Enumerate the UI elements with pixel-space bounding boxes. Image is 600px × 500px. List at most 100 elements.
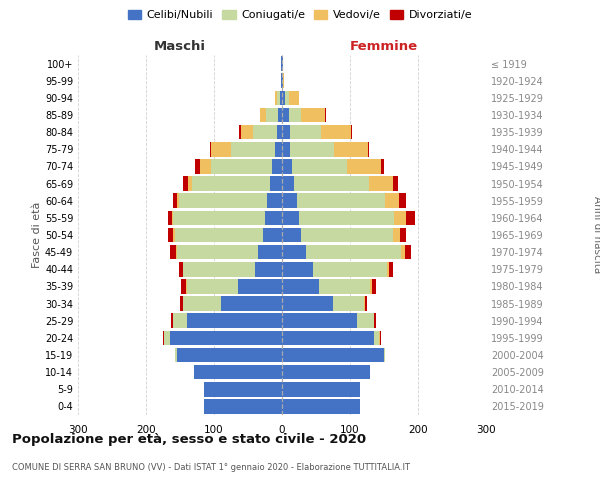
Bar (406, 210, 415, 225)
Bar (405, 245, 410, 260)
Bar (306, 245, 401, 260)
Bar (289, 90, 299, 105)
Bar (270, 176, 282, 191)
Bar (370, 279, 373, 293)
Bar (286, 90, 289, 105)
Bar (365, 296, 367, 311)
Bar (184, 262, 255, 276)
Bar (393, 228, 400, 242)
Bar (282, 142, 290, 156)
Bar (187, 314, 282, 328)
Bar (282, 348, 384, 362)
Bar (282, 399, 360, 413)
Bar (180, 296, 183, 311)
Bar (282, 74, 283, 88)
Bar (239, 125, 241, 140)
Bar (275, 90, 277, 105)
Bar (301, 228, 393, 242)
Bar (333, 296, 364, 311)
Bar (380, 159, 384, 174)
Bar (299, 210, 394, 225)
Text: COMUNE DI SERRA SAN BRUNO (VV) - Dati ISTAT 1° gennaio 2020 - Elaborazione TUTTI: COMUNE DI SERRA SAN BRUNO (VV) - Dati IS… (12, 462, 410, 471)
Bar (191, 176, 270, 191)
Bar (282, 210, 299, 225)
Bar (173, 210, 265, 225)
Bar (301, 108, 325, 122)
Bar (272, 159, 282, 174)
Bar (168, 228, 173, 242)
Bar (194, 365, 282, 380)
Bar (173, 314, 187, 328)
Bar (253, 125, 277, 140)
Bar (321, 125, 352, 140)
Bar (263, 228, 282, 242)
Bar (389, 262, 393, 276)
Bar (275, 142, 282, 156)
Bar (369, 176, 393, 191)
Bar (163, 330, 164, 345)
Bar (282, 56, 283, 71)
Bar (170, 245, 176, 260)
Bar (277, 125, 282, 140)
Bar (283, 74, 284, 88)
Bar (282, 108, 289, 122)
Bar (175, 228, 263, 242)
Bar (211, 142, 231, 156)
Text: Femmine: Femmine (350, 40, 418, 52)
Bar (282, 314, 357, 328)
Bar (280, 90, 282, 105)
Bar (282, 365, 370, 380)
Bar (172, 210, 173, 225)
Bar (385, 194, 399, 208)
Bar (282, 159, 292, 174)
Bar (388, 262, 389, 276)
Bar (290, 125, 321, 140)
Bar (176, 245, 258, 260)
Bar (187, 279, 238, 293)
Bar (297, 194, 385, 208)
Bar (282, 125, 290, 140)
Bar (255, 262, 282, 276)
Bar (368, 142, 369, 156)
Bar (282, 382, 360, 396)
Bar (179, 194, 267, 208)
Bar (334, 142, 368, 156)
Bar (258, 245, 282, 260)
Bar (204, 399, 282, 413)
Bar (267, 194, 282, 208)
Bar (277, 90, 280, 105)
Bar (181, 279, 186, 293)
Bar (210, 142, 211, 156)
Bar (184, 296, 221, 311)
Bar (282, 279, 319, 293)
Bar (265, 210, 282, 225)
Bar (289, 108, 301, 122)
Bar (231, 142, 275, 156)
Bar (188, 176, 191, 191)
Bar (325, 108, 326, 122)
Bar (241, 125, 253, 140)
Text: Maschi: Maschi (154, 40, 206, 52)
Bar (164, 330, 170, 345)
Bar (184, 176, 188, 191)
Bar (400, 228, 406, 242)
Bar (183, 262, 184, 276)
Bar (319, 279, 370, 293)
Bar (282, 330, 374, 345)
Bar (179, 262, 183, 276)
Bar (373, 279, 376, 293)
Legend: Celibi/Nubili, Coniugati/e, Vedovi/e, Divorziati/e: Celibi/Nubili, Coniugati/e, Vedovi/e, Di… (124, 6, 476, 25)
Bar (379, 330, 380, 345)
Bar (195, 159, 200, 174)
Bar (200, 159, 211, 174)
Bar (281, 56, 282, 71)
Bar (173, 228, 175, 242)
Bar (282, 194, 297, 208)
Bar (266, 108, 278, 122)
Bar (290, 142, 334, 156)
Bar (282, 296, 333, 311)
Bar (176, 348, 282, 362)
Bar (171, 314, 173, 328)
Bar (357, 314, 374, 328)
Bar (173, 194, 176, 208)
